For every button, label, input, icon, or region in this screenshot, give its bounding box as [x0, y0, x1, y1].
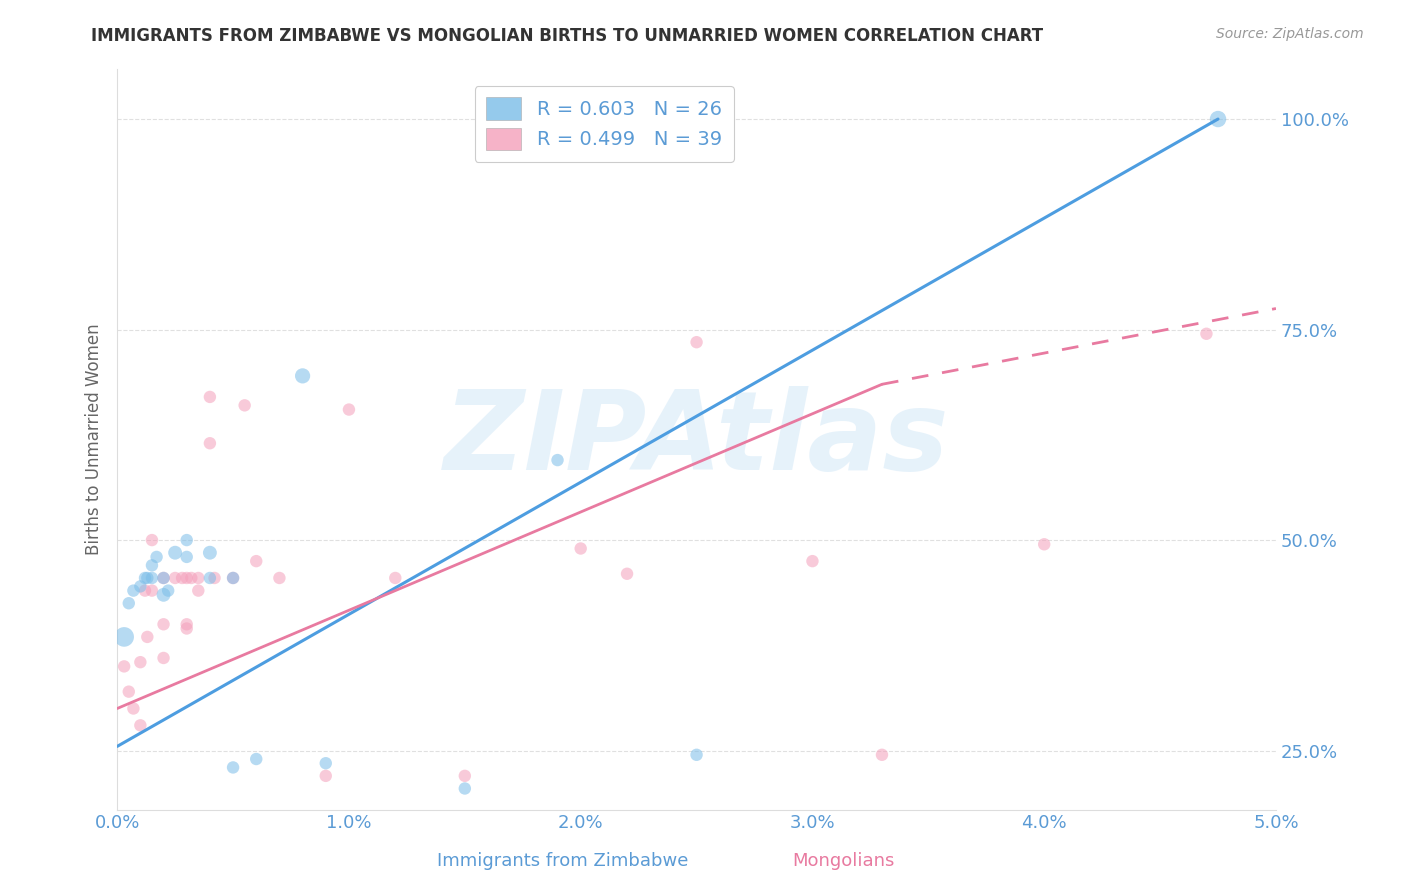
Point [198, 436, 221, 450]
Point [152, 651, 174, 665]
Point [157, 583, 180, 598]
Legend: R = 0.603   N = 26, R = 0.499   N = 39: R = 0.603 N = 26, R = 0.499 N = 39 [475, 86, 734, 161]
Point [187, 583, 209, 598]
Point [454, 769, 477, 783]
Point [176, 622, 198, 636]
Point [112, 659, 135, 673]
Point [616, 566, 638, 581]
Point [172, 571, 194, 585]
Point [315, 756, 337, 771]
Point [291, 836, 314, 850]
Point [152, 571, 174, 585]
Point [134, 583, 156, 598]
Point [141, 571, 163, 585]
Point [152, 617, 174, 632]
Point [176, 533, 198, 547]
Point [145, 549, 167, 564]
Text: IMMIGRANTS FROM ZIMBABWE VS MONGOLIAN BIRTHS TO UNMARRIED WOMEN CORRELATION CHAR: IMMIGRANTS FROM ZIMBABWE VS MONGOLIAN BI… [91, 27, 1043, 45]
Point [187, 571, 209, 585]
Point [222, 571, 245, 585]
Point [141, 583, 163, 598]
Text: Source: ZipAtlas.com: Source: ZipAtlas.com [1216, 27, 1364, 41]
Point [245, 752, 267, 766]
Point [180, 571, 202, 585]
Point [204, 571, 226, 585]
Point [245, 554, 267, 568]
Point [136, 571, 159, 585]
Point [685, 335, 707, 350]
Point [291, 368, 314, 383]
Point [118, 684, 141, 698]
Point [1033, 537, 1056, 551]
Point [222, 571, 245, 585]
Point [176, 549, 198, 564]
Point [198, 390, 221, 404]
Y-axis label: Births to Unmarried Women: Births to Unmarried Women [86, 323, 103, 555]
Point [141, 533, 163, 547]
Point [198, 546, 221, 560]
Point [801, 554, 824, 568]
Point [129, 579, 152, 593]
Point [1195, 326, 1218, 341]
Point [118, 596, 141, 610]
Point [1206, 112, 1229, 126]
Point [176, 571, 198, 585]
Point [198, 571, 221, 585]
Text: ZIPAtlas: ZIPAtlas [444, 385, 949, 492]
Point [870, 747, 893, 762]
Point [134, 571, 156, 585]
Point [122, 701, 145, 715]
Point [122, 583, 145, 598]
Point [233, 398, 256, 412]
Point [269, 571, 291, 585]
Point [384, 571, 406, 585]
Point [129, 718, 152, 732]
Point [547, 453, 569, 467]
Point [222, 760, 245, 774]
Point [152, 571, 174, 585]
Point [454, 781, 477, 796]
Point [315, 769, 337, 783]
Text: Mongolians: Mongolians [793, 852, 894, 870]
Point [141, 558, 163, 573]
Point [129, 655, 152, 669]
Point [569, 541, 592, 556]
Point [165, 546, 187, 560]
Point [136, 630, 159, 644]
Point [165, 571, 187, 585]
Point [176, 617, 198, 632]
Point [337, 402, 360, 417]
Text: Immigrants from Zimbabwe: Immigrants from Zimbabwe [437, 852, 688, 870]
Point [685, 747, 707, 762]
Point [112, 630, 135, 644]
Point [152, 588, 174, 602]
